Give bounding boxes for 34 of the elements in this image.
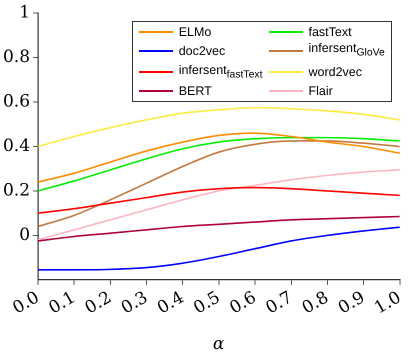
x-tick-label: 0.3 <box>118 287 152 318</box>
x-tick-label: 1.0 <box>371 287 405 318</box>
legend-label: word2vec <box>308 64 363 80</box>
x-tick-label: 0.6 <box>226 287 260 318</box>
x-tick-label: 0.1 <box>46 287 79 318</box>
legend-label: ELMo <box>178 24 212 40</box>
line-series <box>38 106 400 148</box>
x-tick-label: 0.9 <box>334 287 368 318</box>
x-tick-label: 0.2 <box>82 287 116 318</box>
legend-label: doc2vec <box>178 42 226 59</box>
legend-label: infersent$_{fastText}$ <box>178 62 262 82</box>
line-series <box>38 169 400 241</box>
x-tick-label: 0.4 <box>154 287 188 318</box>
y-tick-label: 0.2 <box>2 180 30 200</box>
y-tick-label: 0.8 <box>2 47 30 68</box>
legend-label: BERT <box>178 83 213 100</box>
line-series <box>38 216 400 242</box>
legend-label: Flair <box>308 83 334 100</box>
line-series <box>38 132 400 183</box>
line-series <box>38 136 400 192</box>
y-tick-label: 0 <box>19 224 30 245</box>
legend-label: fastText <box>308 24 353 40</box>
y-tick-label: 1 <box>19 2 30 23</box>
x-tick-label: 0.0 <box>9 287 43 318</box>
x-axis-title: α <box>212 334 224 354</box>
y-tick-label: 0.6 <box>2 91 30 112</box>
line-series <box>38 140 400 228</box>
legend-label: infersent$_{GloVe}$ <box>308 40 385 61</box>
y-tick-label: 0.4 <box>2 136 30 156</box>
line-series <box>38 226 400 271</box>
x-tick-label: 0.7 <box>262 287 296 318</box>
x-tick-label: 0.5 <box>190 287 224 318</box>
line-series <box>38 186 400 214</box>
x-tick-label: 0.8 <box>298 287 332 318</box>
